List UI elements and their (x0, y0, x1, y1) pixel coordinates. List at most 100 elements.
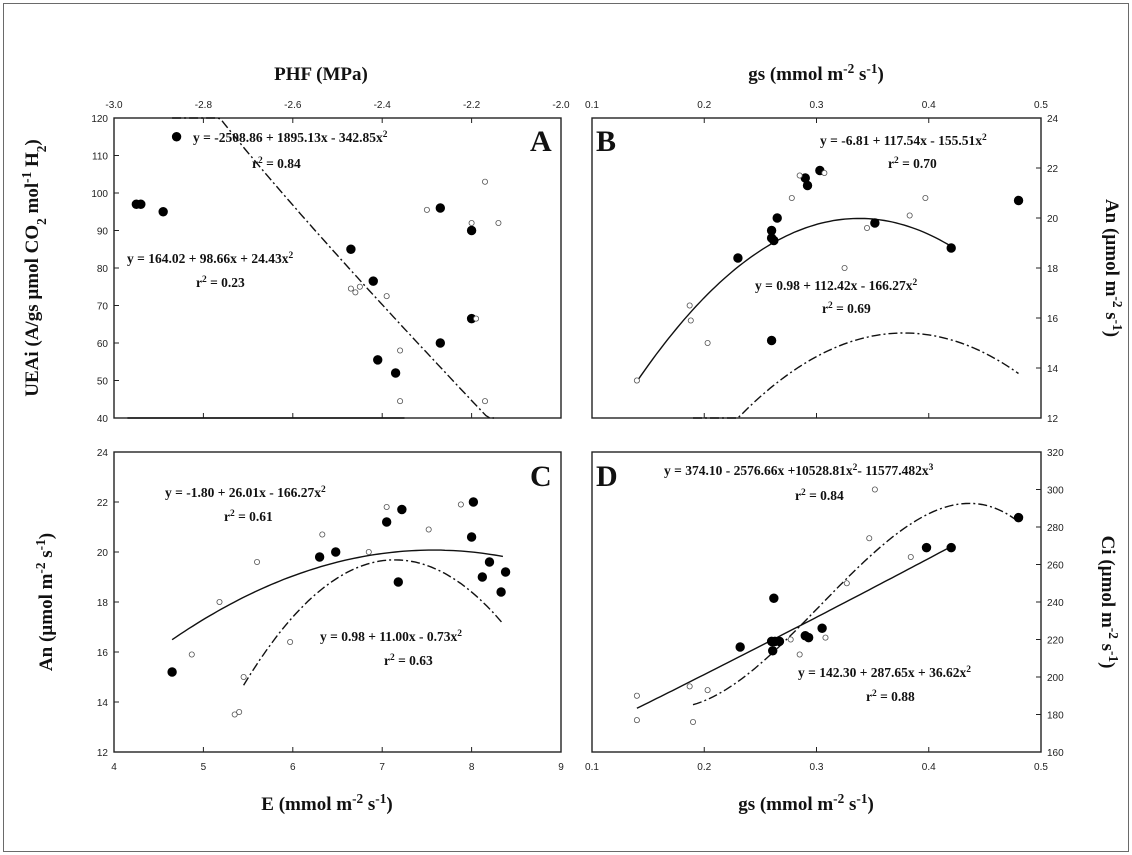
panel-a-point-open (423, 206, 430, 213)
panel-c-xtick-label-5: 9 (558, 762, 564, 773)
panel-d-point-open (633, 717, 640, 724)
panel-a-point-open (383, 293, 390, 300)
panel-b-right-axis-title: An (µmol m-2 s-1) (1101, 199, 1126, 337)
panel-d-point-open (704, 687, 711, 694)
panel-c-point-filled (466, 532, 477, 542)
panel-d-ytick-label-3: 220 (1047, 636, 1064, 647)
panel-a-ytick-label-7: 110 (92, 152, 108, 163)
panel-d-point-filled (817, 623, 827, 633)
panel-a-point-filled (368, 276, 378, 286)
panel-d-point-filled (921, 542, 932, 553)
panel-b-point-open (821, 169, 828, 176)
panel-c-ytick-label-5: 22 (97, 498, 109, 509)
panel-d-xtick-label-2: 0.3 (810, 762, 824, 773)
panel-b-ytick-label-4: 20 (1047, 214, 1059, 225)
panel-d-point-open (796, 651, 803, 658)
panel-b-point-open (704, 339, 711, 346)
panel-c-bottom-axis-title: E (mmol m-2 s-1) (261, 791, 392, 816)
panel-b-point-open (864, 224, 871, 231)
panel-c-fit2-r2: r2 = 0.61 (224, 509, 273, 524)
panel-a-ytick-label-3: 70 (97, 302, 109, 313)
panel-a-point-filled (435, 203, 446, 213)
panel-a-frame (113, 117, 562, 419)
panel-c-point-open (216, 599, 223, 606)
panel-c-fit1-equation: y = 0.98 + 11.00x - 0.73x2 (320, 629, 462, 644)
panel-d-point-filled (1013, 512, 1024, 523)
panel-a-point-open (473, 315, 480, 322)
panel-b-point-filled (766, 335, 777, 346)
panel-c-point-open (383, 503, 390, 510)
panel-d-point-open (690, 719, 697, 726)
panel-d-point-filled (769, 593, 779, 603)
panel-a-ytick-label-1: 50 (97, 377, 109, 388)
panel-b-letter: B (596, 125, 616, 158)
panel-a-point-open (482, 178, 489, 185)
panel-d-point-open (866, 535, 873, 542)
panel-d-ytick-label-8: 320 (1047, 448, 1064, 459)
panel-a-top-tick-label-4: -2.2 (463, 100, 481, 111)
panel-a-left-axis-title: UEAi (A/gs µmol CO2 mol-1 H2) (19, 139, 49, 397)
panel-d-point-open (787, 636, 794, 643)
panel-b-ytick-label-5: 22 (1047, 164, 1059, 175)
panel-b-fit1-r2: r2 = 0.69 (822, 301, 871, 316)
panel-a-fit2-r2: r2 = 0.23 (196, 275, 245, 290)
panel-b-point-filled (1013, 195, 1024, 206)
panel-c-point-filled (484, 557, 495, 567)
panel-d-xtick-label-3: 0.4 (922, 762, 936, 773)
figure-frame (3, 3, 1129, 852)
panel-d-ytick-label-0: 160 (1047, 748, 1064, 759)
panel-d-point-open (822, 634, 829, 641)
panel-b-top-tick-label-2: 0.3 (810, 100, 824, 111)
panel-c-point-open (254, 559, 261, 566)
panel-c-point-open (188, 651, 195, 658)
panel-a-point-open (352, 289, 359, 296)
panel-c-ytick-label-2: 16 (97, 648, 109, 659)
panel-b-fit-solid-curve (636, 217, 952, 382)
panel-c-fit-solid-curve (171, 549, 504, 641)
panel-b-top-tick-label-4: 0.5 (1034, 100, 1048, 111)
panel-d-fit-solid-curve (636, 545, 952, 709)
panel-c-point-filled (393, 577, 403, 587)
panel-b-ytick-label-0: 12 (1047, 414, 1059, 425)
panel-d-point-filled (735, 642, 745, 652)
panel-a-point-filled (390, 368, 401, 378)
panel-c-point-open (240, 674, 247, 681)
panel-d-ytick-label-2: 200 (1047, 673, 1064, 684)
panel-a-point-filled (346, 244, 356, 254)
panel-c-xtick-label-3: 7 (379, 762, 385, 773)
panel-a-point-filled (435, 338, 446, 348)
panel-d-right-axis-title: Ci (µmol m-2 s-1) (1097, 536, 1122, 669)
panel-d-xtick-label-1: 0.2 (697, 762, 711, 773)
panel-b-point-open (841, 264, 848, 271)
panel-b-fit1-equation: y = 0.98 + 112.42x - 166.27x2 (755, 278, 918, 293)
panel-c-fit-dashdot-curve (243, 559, 504, 686)
panel-c-point-filled (477, 572, 488, 582)
panel-b-top-tick-label-0: 0.1 (585, 100, 599, 111)
panel-a-point-open (347, 285, 354, 292)
panel-b-point-open (687, 317, 694, 324)
panel-a-ytick-label-0: 40 (97, 414, 109, 425)
panel-c-point-filled (500, 567, 511, 577)
panel-a-fit2-equation: y = 164.02 + 98.66x + 24.43x2 (127, 251, 293, 266)
panel-d-point-filled (803, 632, 814, 643)
panel-c-point-open (231, 711, 238, 718)
panel-a-ytick-label-2: 60 (97, 339, 109, 350)
panel-d-xtick-label-0: 0.1 (585, 762, 599, 773)
panel-a-letter: A (530, 125, 552, 158)
panel-a-fit-dashdot-curve (172, 117, 494, 419)
panel-a-ytick-label-8: 120 (91, 114, 108, 125)
panel-d-fit1-equation: y = 142.30 + 287.65x + 36.62x2 (798, 665, 971, 680)
panel-b-point-open (796, 172, 803, 179)
panel-d-ytick-label-7: 300 (1047, 486, 1064, 497)
panel-c-xtick-label-4: 8 (469, 762, 475, 773)
panel-d-fit2-r2: r2 = 0.84 (795, 488, 844, 503)
panel-c-point-filled (381, 517, 392, 527)
panel-a-point-open (495, 219, 502, 226)
panel-a-ytick-label-5: 90 (97, 227, 109, 238)
panel-d-ytick-label-6: 280 (1047, 523, 1064, 534)
panel-c-fit1-r2: r2 = 0.63 (384, 653, 433, 668)
panel-b-point-open (633, 377, 640, 384)
panel-b-point-filled (769, 235, 779, 246)
panel-c-ytick-label-1: 14 (97, 698, 109, 709)
panel-a-fit1-r2: r2 = 0.84 (252, 156, 301, 171)
